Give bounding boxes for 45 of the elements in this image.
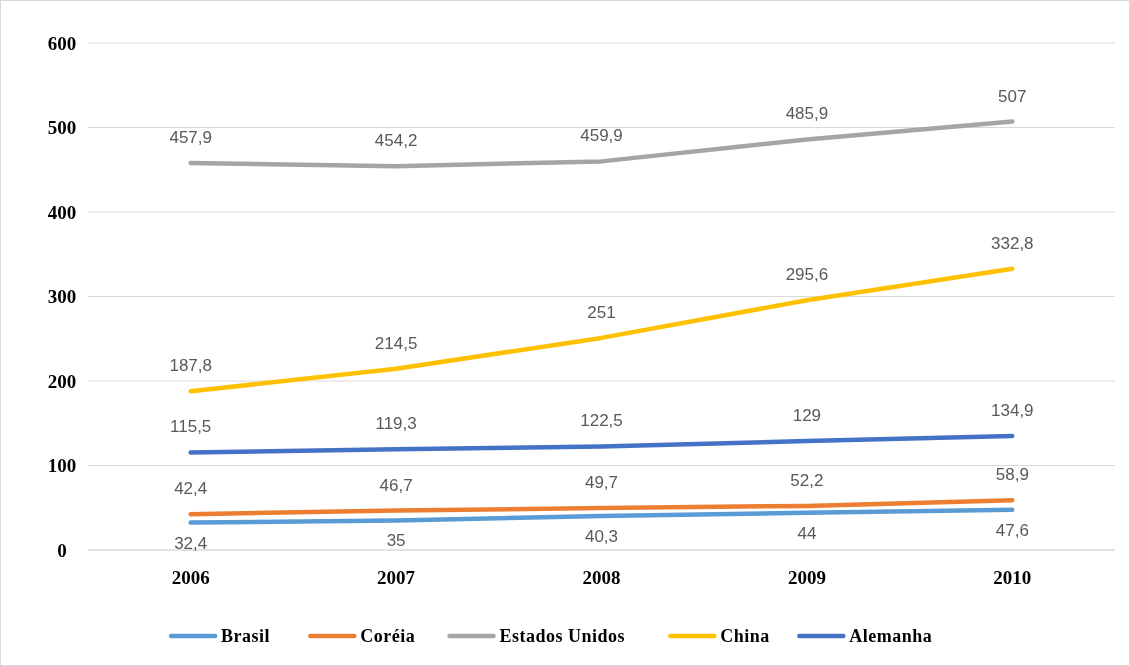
data-label: 134,9 [991, 401, 1034, 421]
data-label: 46,7 [379, 475, 413, 495]
y-tick-label: 200 [47, 370, 77, 392]
legend-label: Estados Unidos [499, 626, 626, 647]
x-tick-label: 2007 [377, 567, 416, 588]
data-label: 459,9 [580, 126, 623, 146]
data-label: 32,4 [174, 533, 208, 553]
data-label: 187,8 [169, 356, 212, 376]
data-label: 47,6 [995, 520, 1029, 540]
data-label: 35 [386, 531, 406, 551]
data-label: 454,2 [374, 131, 418, 151]
data-label: 507 [998, 86, 1027, 106]
line-series [188, 433, 1015, 455]
data-label: 129 [792, 405, 822, 425]
data-label: 115,5 [170, 417, 212, 437]
data-label: 122,5 [580, 411, 623, 431]
y-tick-label: 300 [47, 286, 77, 308]
legend-label: China [720, 626, 770, 647]
data-label: 119,3 [375, 414, 417, 434]
legend-label: Brasil [221, 626, 271, 647]
y-tick-label: 600 [47, 32, 77, 54]
data-label: 44 [797, 523, 817, 543]
y-tick-label: 100 [47, 455, 77, 477]
data-label: 214,5 [374, 333, 418, 353]
x-tick-label: 2008 [582, 567, 621, 588]
data-label: 295,6 [785, 265, 829, 285]
x-tick-label: 2009 [787, 567, 826, 588]
x-tick-label: 2006 [171, 567, 210, 588]
line-series [188, 507, 1015, 525]
y-tick-label: 500 [47, 117, 77, 139]
data-label: 52,2 [790, 470, 824, 490]
legend-label: Alemanha [849, 626, 933, 647]
line-series [188, 497, 1015, 517]
data-label: 485,9 [785, 104, 829, 124]
data-label: 58,9 [995, 465, 1029, 485]
data-label: 40,3 [584, 526, 619, 546]
y-tick-label: 400 [47, 201, 77, 223]
data-label: 42,4 [174, 479, 208, 499]
legend-label: Coréia [360, 626, 416, 647]
x-tick-label: 2010 [993, 567, 1032, 588]
data-label: 251 [587, 302, 616, 322]
data-label: 49,7 [584, 473, 619, 492]
y-tick-label: 0 [57, 539, 67, 561]
data-label: 332,8 [991, 233, 1034, 253]
data-label: 457,9 [169, 128, 212, 148]
